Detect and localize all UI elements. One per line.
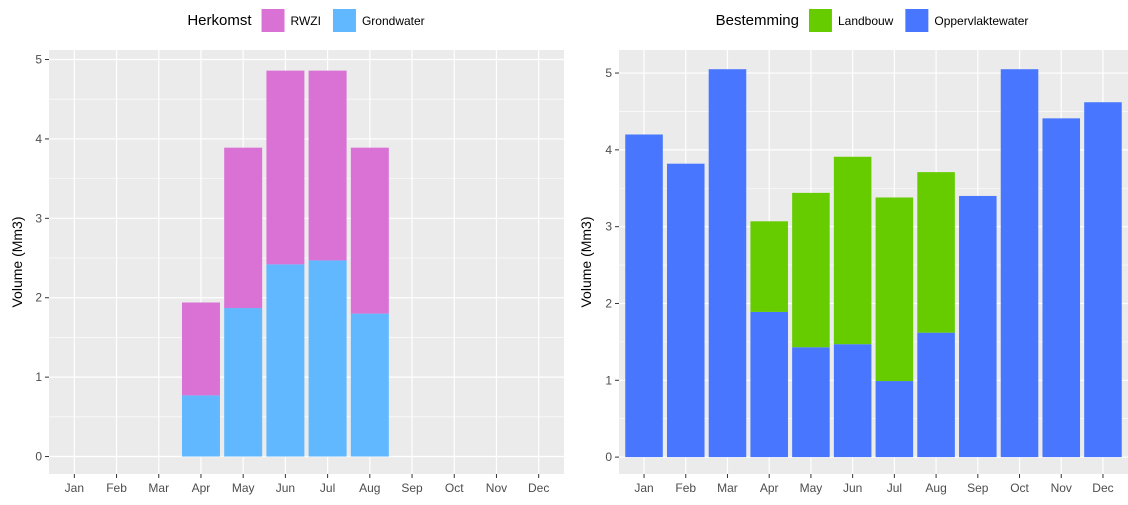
bar-grondwater-jul: [308, 260, 347, 457]
legend-key-landbouw: [808, 9, 832, 32]
x-tick-label: Aug: [359, 481, 380, 495]
bar-oppervlaktewater-oct: [1000, 69, 1039, 458]
bar-grondwater-jun: [266, 264, 305, 457]
y-axis-title: Volume (Mm3): [578, 216, 594, 307]
legend: Bestemming Landbouw Oppervlaktewater: [716, 9, 1028, 32]
x-tick-label: Oct: [445, 481, 464, 495]
x-tick-label: Jul: [887, 481, 902, 495]
bar-rwzi-jul: [308, 70, 347, 261]
y-tick-label: 1: [605, 373, 612, 387]
bar-landbouw-may: [792, 192, 830, 348]
bar-oppervlaktewater-may: [792, 347, 830, 458]
bar-landbouw-aug: [917, 172, 955, 333]
bar-oppervlaktewater-jun: [833, 344, 872, 458]
bar-rwzi-apr: [181, 302, 220, 396]
y-tick-label: 5: [35, 53, 42, 67]
x-tick-label: Aug: [925, 481, 946, 495]
x-tick-label: Sep: [967, 481, 989, 495]
bar-landbouw-jun: [833, 156, 872, 345]
x-tick-label: Apr: [192, 481, 211, 495]
bar-landbouw-apr: [750, 221, 788, 312]
bar-rwzi-jun: [266, 70, 305, 265]
x-tick-label: Dec: [1092, 481, 1113, 495]
y-tick-label: 2: [35, 291, 42, 305]
bar-oppervlaktewater-jul: [875, 381, 914, 458]
bar-oppervlaktewater-mar: [708, 69, 747, 458]
bar-grondwater-aug: [350, 313, 389, 457]
bar-rwzi-may: [224, 147, 263, 309]
bar-grondwater-may: [224, 308, 263, 457]
y-tick-label: 3: [605, 220, 612, 234]
x-tick-label: Mar: [717, 481, 738, 495]
bar-landbouw-jul: [875, 197, 914, 382]
chart-panel-2: 0 1 2 3 4 5 Jan Feb Mar Apr May Jun Jul Aug Sep Oct Nov D…: [578, 9, 1128, 495]
legend-title: Bestemming: [716, 12, 799, 29]
x-tick-label: May: [800, 481, 823, 495]
y-tick-label: 2: [605, 296, 612, 310]
bar-rwzi-aug: [350, 147, 389, 314]
legend-title: Herkomst: [187, 12, 252, 29]
x-tick-label: Sep: [401, 481, 423, 495]
legend-label: Landbouw: [838, 14, 894, 28]
x-tick-label: Apr: [760, 481, 779, 495]
legend-label: Grondwater: [362, 14, 425, 28]
x-tick-label: Feb: [675, 481, 696, 495]
legend-key-grondwater: [332, 9, 356, 32]
bar-grondwater-apr: [181, 395, 220, 457]
y-tick-label: 5: [605, 66, 612, 80]
x-tick-label: Nov: [486, 481, 507, 495]
y-tick-label: 4: [35, 132, 42, 146]
x-tick-label: Jul: [320, 481, 335, 495]
bar-oppervlaktewater-sep: [959, 195, 997, 458]
x-tick-label: Mar: [148, 481, 169, 495]
y-tick-label: 0: [605, 450, 612, 464]
x-tick-label: Dec: [528, 481, 549, 495]
x-tick-label: May: [232, 481, 255, 495]
x-tick-label: Jun: [276, 481, 295, 495]
x-tick-label: Nov: [1051, 481, 1072, 495]
bar-oppervlaktewater-nov: [1042, 118, 1081, 458]
legend-key-rwzi: [261, 9, 285, 32]
legend-label: Oppervlaktewater: [934, 14, 1028, 28]
x-tick-label: Feb: [106, 481, 127, 495]
bar-oppervlaktewater-dec: [1084, 102, 1122, 458]
legend: Herkomst RWZI Grondwater: [187, 9, 425, 32]
y-tick-label: 1: [35, 370, 42, 384]
y-tick-label: 3: [35, 211, 42, 225]
y-tick-label: 0: [35, 450, 42, 464]
x-tick-label: Jun: [843, 481, 862, 495]
legend-label: RWZI: [291, 14, 321, 28]
x-tick-label: Jan: [65, 481, 84, 495]
bar-oppervlaktewater-feb: [666, 163, 705, 458]
chart-panel-1: 0 1 2 3 4 5 Jan Feb Mar Apr May Jun Jul Aug Sep Oct Nov D…: [9, 9, 564, 495]
x-tick-label: Oct: [1010, 481, 1029, 495]
x-tick-label: Jan: [634, 481, 653, 495]
y-axis-title: Volume (Mm3): [9, 216, 25, 307]
bar-oppervlaktewater-jan: [625, 134, 663, 458]
plot-background: [49, 50, 564, 474]
y-tick-label: 4: [605, 143, 612, 157]
bar-oppervlaktewater-apr: [750, 311, 788, 458]
legend-key-oppervlaktewater: [905, 9, 929, 32]
bar-oppervlaktewater-aug: [917, 332, 955, 458]
